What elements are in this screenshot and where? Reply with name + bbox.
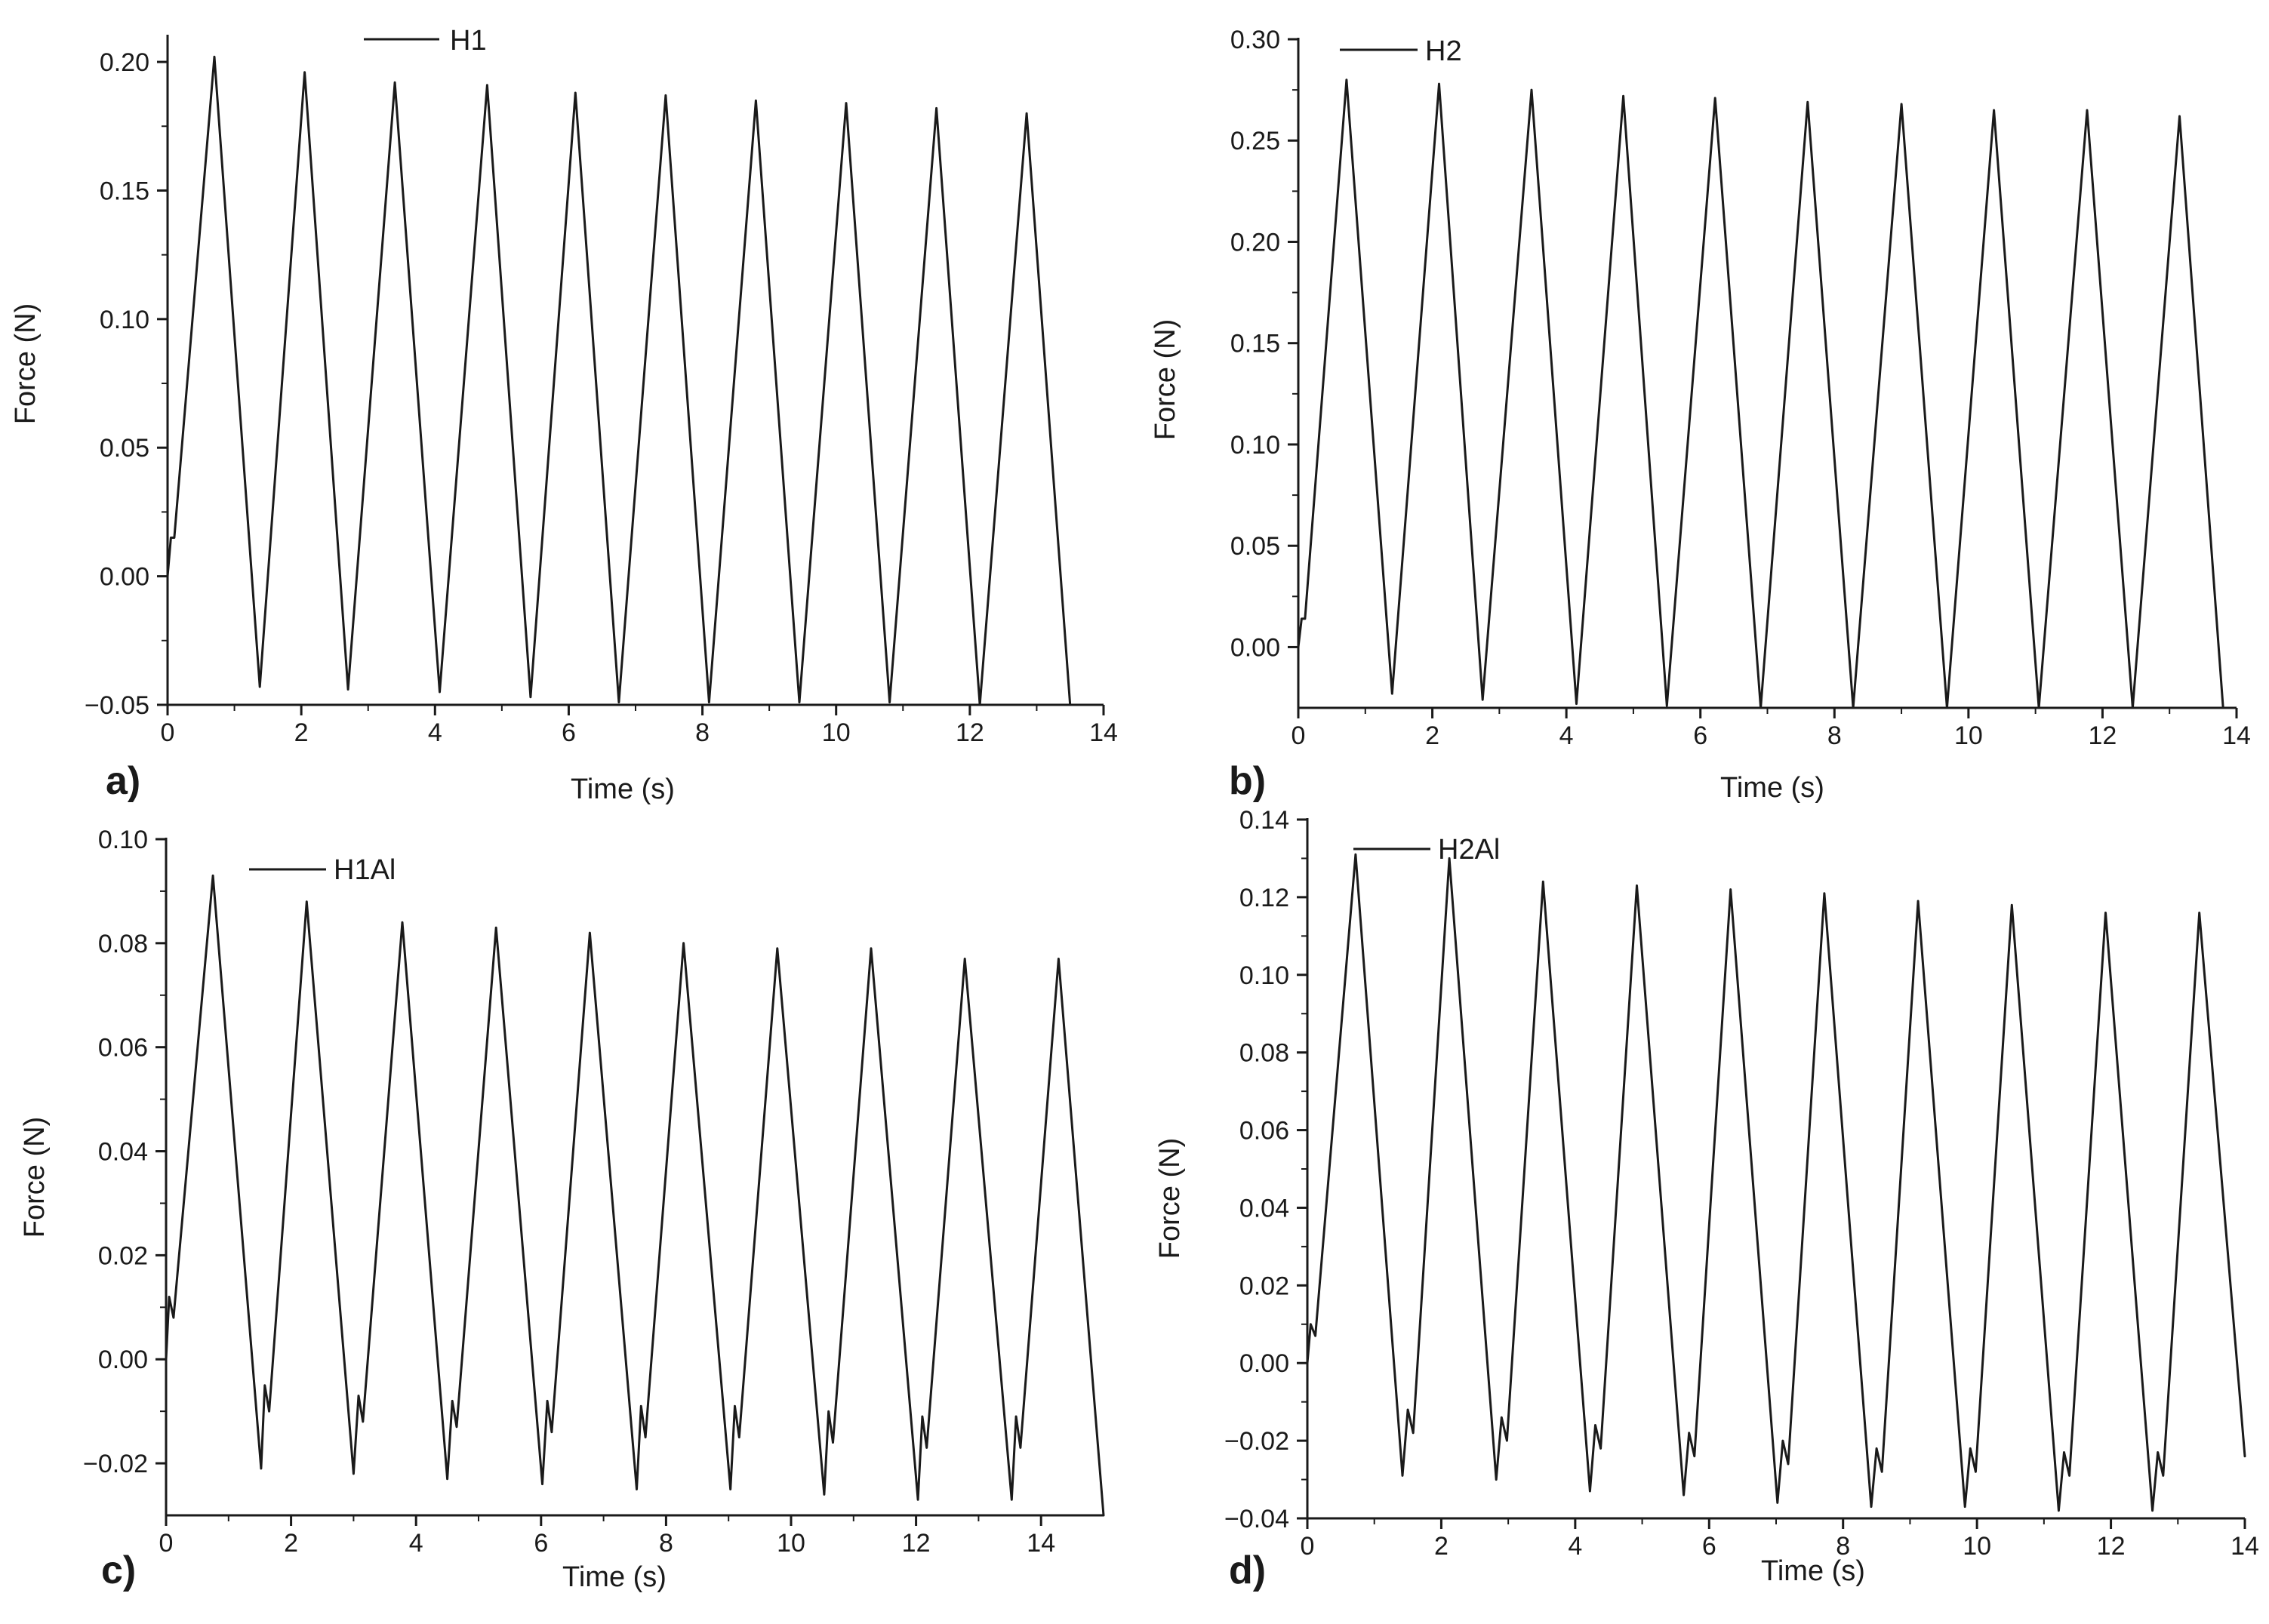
panel-d-y-tick-label: 0.04 (1239, 1194, 1289, 1223)
panel-c-y-tick-label: −0.02 (83, 1450, 148, 1478)
panel-b-x-axis-title: Time (s) (1720, 772, 1824, 804)
panel-a-axes: 0 2 4 6 8 10 12 14 −0.05 0.00 0.05 0.10 0.15 0.20 (85, 35, 1118, 747)
panel-c-x-tick-label: 14 (1027, 1529, 1055, 1558)
panel-c: 0 2 4 6 8 10 12 14 −0.02 0.00 0.02 0.04 0.06 0.08 0.10… (19, 826, 1105, 1593)
panel-a-letter: a) (106, 759, 140, 803)
panel-c-x-tick-label: 12 (902, 1529, 931, 1558)
panel-a-series-line (166, 55, 1072, 706)
panel-a-x-tick-label: 10 (822, 718, 851, 747)
panel-b-x-tick-label: 14 (2222, 721, 2251, 750)
panel-c-y-tick-label: 0.10 (98, 826, 148, 854)
panel-b-x-tick-label: 10 (1954, 721, 1983, 750)
panel-b-y-tick-label: 0.15 (1230, 330, 1280, 358)
panel-a-x-tick-label: 4 (428, 718, 442, 747)
panel-d-x-tick-label: 14 (2231, 1532, 2259, 1561)
panel-d: 0 2 4 6 8 10 12 14 −0.04 −0.02 0.00 0.02 0.04 0.06 0.0… (1154, 806, 2259, 1592)
panel-b-x-tick-label: 4 (1559, 721, 1574, 750)
panel-a-y-tick-label: 0.15 (100, 177, 149, 205)
panel-b: 0 2 4 6 8 10 12 140.000.050.100.150.200.250.30 … (1150, 26, 2251, 804)
panel-a-x-tick-label: 14 (1089, 718, 1118, 747)
panel-b-x-tick-label: 0 (1292, 721, 1306, 750)
panel-a-y-tick-label: 0.05 (100, 434, 149, 463)
panel-a: 0 2 4 6 8 10 12 14 −0.05 0.00 0.05 0.10 0.15 0.20 Tim… (10, 25, 1118, 805)
panel-a-x-tick-label: 8 (695, 718, 710, 747)
panel-b-y-tick-label: 0.00 (1230, 633, 1280, 662)
panel-c-axes: 0 2 4 6 8 10 12 14 −0.02 0.00 0.02 0.04 0.06 0.08 0.10 (83, 826, 1104, 1558)
panel-c-letter: c) (101, 1549, 136, 1592)
panel-a-x-tick-label: 6 (562, 718, 576, 747)
panel-d-y-axis-title: Force (N) (1154, 1138, 1186, 1259)
panel-c-x-tick-label: 8 (659, 1529, 673, 1558)
panel-b-series (1297, 78, 2224, 709)
panel-b-legend-label: H2 (1425, 35, 1462, 67)
panel-a-series (166, 55, 1072, 706)
panel-d-y-tick-label: 0.06 (1239, 1117, 1289, 1146)
panel-d-x-tick-label: 2 (1434, 1532, 1449, 1561)
panel-c-y-axis-title: Force (N) (19, 1117, 51, 1238)
panel-a-x-axis-title: Time (s) (571, 774, 675, 805)
panel-b-y-tick-label: 0.25 (1230, 127, 1280, 155)
panel-d-legend-label: H2Al (1438, 834, 1500, 866)
panel-c-y-tick-label: 0.06 (98, 1034, 148, 1063)
panel-b-x-tick-label: 6 (1693, 721, 1707, 750)
panel-a-y-tick-label: 0.20 (100, 48, 149, 77)
panel-b-x-tick-label: 8 (1827, 721, 1842, 750)
panel-c-x-tick-label: 6 (534, 1529, 548, 1558)
panel-b-y-tick-label: 0.20 (1230, 228, 1280, 257)
panel-d-y-tick-label: 0.02 (1239, 1272, 1289, 1300)
panel-c-y-tick-label: 0.04 (98, 1138, 148, 1167)
panel-b-series-line (1297, 78, 2224, 709)
panel-d-y-tick-label: −0.04 (1224, 1505, 1289, 1533)
panel-c-y-tick-label: 0.00 (98, 1346, 148, 1374)
panel-d-y-tick-label: 0.08 (1239, 1039, 1289, 1068)
panel-b-x-tick-label: 2 (1425, 721, 1439, 750)
panel-d-letter: d) (1229, 1549, 1266, 1592)
panel-d-y-tick-label: 0.14 (1239, 806, 1289, 835)
panel-d-x-tick-label: 10 (1963, 1532, 1991, 1561)
panel-a-y-tick-label: 0.10 (100, 306, 149, 334)
panel-d-x-tick-label: 8 (1836, 1532, 1850, 1561)
panel-c-x-tick-label: 4 (409, 1529, 423, 1558)
panel-c-x-tick-label: 2 (284, 1529, 298, 1558)
panel-d-y-tick-label: −0.02 (1224, 1427, 1289, 1456)
panel-b-letter: b) (1229, 759, 1266, 803)
panel-d-y-tick-label: 0.10 (1239, 961, 1289, 990)
panel-a-y-tick-label: 0.00 (100, 563, 149, 592)
panel-a-y-tick-label: −0.05 (85, 691, 149, 720)
panel-c-x-tick-label: 0 (159, 1529, 174, 1558)
panel-c-y-tick-label: 0.02 (98, 1241, 148, 1270)
panel-d-x-tick-label: 6 (1702, 1532, 1716, 1561)
panel-b-y-tick-label: 0.05 (1230, 532, 1280, 561)
panel-a-x-tick-label: 12 (956, 718, 984, 747)
panel-b-y-axis-title: Force (N) (1150, 319, 1181, 440)
panel-a-x-tick-label: 0 (161, 718, 175, 747)
panel-b-y-tick-label: 0.10 (1230, 431, 1280, 460)
panel-d-x-axis-title: Time (s) (1761, 1555, 1865, 1587)
panel-c-x-tick-label: 10 (777, 1529, 805, 1558)
panel-c-y-tick-label: 0.08 (98, 930, 148, 958)
panel-c-series (165, 874, 1105, 1517)
panel-b-axes: 0 2 4 6 8 10 12 14 0.00 0.05 0.10 0.15 0.20 0.25 0.30 (1230, 26, 2251, 750)
panel-d-axes: 0 2 4 6 8 10 12 14 −0.04 −0.02 0.00 0.02 0.04 0.06 0.0… (1224, 806, 2259, 1561)
panel-c-x-axis-title: Time (s) (562, 1561, 667, 1593)
panel-a-y-axis-title: Force (N) (10, 303, 42, 424)
panel-d-x-tick-label: 0 (1301, 1532, 1315, 1561)
panel-d-x-tick-label: 12 (2097, 1532, 2126, 1561)
panel-d-x-tick-label: 4 (1568, 1532, 1582, 1561)
panel-c-legend-label: H1Al (334, 854, 396, 886)
panel-d-series (1306, 853, 2246, 1512)
panel-a-x-tick-label: 2 (294, 718, 309, 747)
panel-d-y-tick-label: 0.12 (1239, 884, 1289, 912)
panel-d-y-tick-label: 0.00 (1239, 1349, 1289, 1378)
panel-c-series-line (165, 874, 1105, 1517)
panel-b-x-tick-label: 12 (2089, 721, 2117, 750)
panel-a-legend-label: H1 (450, 25, 487, 57)
panel-d-series-line (1306, 853, 2246, 1512)
panel-b-y-tick-label: 0.30 (1230, 26, 1280, 54)
